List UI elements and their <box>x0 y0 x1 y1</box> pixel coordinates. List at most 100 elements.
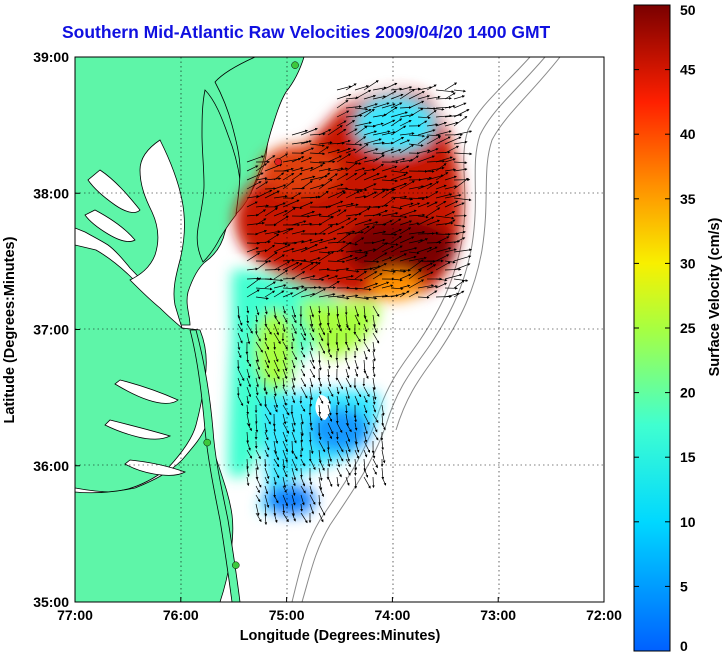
velocity-arrow <box>327 269 340 272</box>
velocity-arrow <box>300 494 305 506</box>
velocity-arrow <box>354 237 365 244</box>
velocity-arrow <box>417 95 431 100</box>
velocity-arrow <box>264 386 268 395</box>
velocity-arrow <box>435 172 449 181</box>
velocity-arrow <box>273 440 278 455</box>
velocity-arrow <box>408 143 424 147</box>
colorbar-ticks: 0 5 10 15 20 25 30 35 40 45 50 <box>634 2 696 654</box>
velocity-arrow <box>453 280 465 289</box>
velocity-arrow <box>435 254 450 262</box>
velocity-arrow <box>444 260 456 264</box>
velocity-arrow <box>453 177 469 190</box>
velocity-arrow <box>408 279 425 289</box>
velocity-arrow <box>327 280 340 289</box>
velocity-arrow <box>291 485 296 496</box>
velocity-arrow <box>435 295 452 298</box>
velocity-arrow <box>381 189 395 199</box>
station-marker <box>291 61 299 69</box>
velocity-arrow <box>318 467 323 481</box>
velocity-arrow <box>255 209 266 217</box>
velocity-arrow <box>291 377 296 389</box>
velocity-arrow <box>345 143 363 147</box>
velocity-arrow <box>273 215 289 226</box>
velocity-arrow <box>435 130 452 136</box>
velocity-arrow <box>453 89 467 93</box>
velocity-arrow <box>273 377 278 389</box>
velocity-arrow <box>372 294 389 298</box>
velocity-arrow <box>426 109 437 118</box>
velocity-arrow <box>300 140 312 145</box>
velocity-arrow <box>453 237 466 244</box>
velocity-arrow <box>408 213 426 217</box>
velocity-arrow <box>426 231 439 235</box>
velocity-arrow <box>345 161 362 165</box>
velocity-arrow <box>354 85 370 91</box>
velocity-arrow <box>327 190 346 199</box>
velocity-arrow <box>291 288 308 298</box>
velocity-arrow <box>246 165 259 172</box>
velocity-arrow <box>291 156 305 163</box>
velocity-arrow <box>246 350 250 363</box>
velocity-arrow <box>372 273 383 280</box>
velocity-arrow <box>381 220 393 226</box>
velocity-arrow <box>318 476 323 491</box>
velocity-arrow <box>363 103 378 109</box>
velocity-arrow <box>453 224 466 228</box>
velocity-arrow <box>246 267 259 271</box>
velocity-arrow <box>282 449 288 463</box>
velocity-arrow <box>399 197 414 201</box>
velocity-arrow <box>246 422 252 432</box>
velocity-arrow <box>255 287 273 291</box>
velocity-arrow <box>435 163 447 172</box>
velocity-arrow <box>282 512 289 523</box>
velocity-arrow <box>408 259 424 271</box>
velocity-arrow <box>309 413 313 426</box>
velocity-arrow <box>372 175 388 181</box>
velocity-arrow <box>336 217 351 226</box>
velocity-arrow <box>372 113 387 118</box>
velocity-arrow <box>264 368 270 378</box>
velocity-arrow <box>255 305 260 316</box>
velocity-arrow <box>390 125 407 136</box>
velocity-arrow <box>444 113 463 118</box>
velocity-arrow <box>336 440 344 453</box>
velocity-arrow <box>453 197 472 202</box>
velocity-arrow <box>327 149 341 154</box>
colorbar-tick-label: 35 <box>680 191 696 207</box>
velocity-arrow <box>282 503 286 514</box>
velocity-arrow <box>318 359 322 371</box>
velocity-arrow <box>372 350 376 362</box>
velocity-arrow <box>327 341 331 353</box>
velocity-arrow <box>417 155 435 163</box>
velocity-arrow <box>345 294 359 298</box>
velocity-arrow <box>309 440 314 455</box>
velocity-arrow <box>273 467 280 479</box>
velocity-arrow <box>318 305 321 314</box>
velocity-arrow <box>291 167 304 172</box>
velocity-arrow <box>309 458 316 471</box>
velocity-arrow <box>300 175 316 181</box>
velocity-arrow <box>237 332 243 344</box>
velocity-arrow <box>264 503 268 517</box>
velocity-arrow <box>363 138 382 145</box>
velocity-arrow <box>300 292 316 298</box>
velocity-arrow <box>345 467 351 476</box>
velocity-arrow <box>363 260 380 264</box>
velocity-arrow <box>318 190 329 199</box>
velocity-arrow <box>327 200 344 208</box>
velocity-arrow <box>354 156 368 163</box>
velocity-arrow <box>327 240 347 244</box>
velocity-arrow <box>336 167 349 172</box>
velocity-arrow <box>417 215 429 219</box>
velocity-arrow <box>246 305 250 314</box>
colorbar: 0 5 10 15 20 25 30 35 40 45 50 Surface Velocity (c… <box>633 2 723 654</box>
velocity-arrow <box>390 215 408 219</box>
velocity-arrow <box>246 172 264 181</box>
velocity-arrow <box>435 89 455 93</box>
colorbar-tick-label: 0 <box>680 638 688 654</box>
velocity-arrow <box>318 341 325 354</box>
colorbar-tick-label: 40 <box>680 126 696 142</box>
velocity-arrow <box>309 377 314 388</box>
velocity-arrow <box>264 341 269 350</box>
velocity-arrow <box>318 216 334 226</box>
